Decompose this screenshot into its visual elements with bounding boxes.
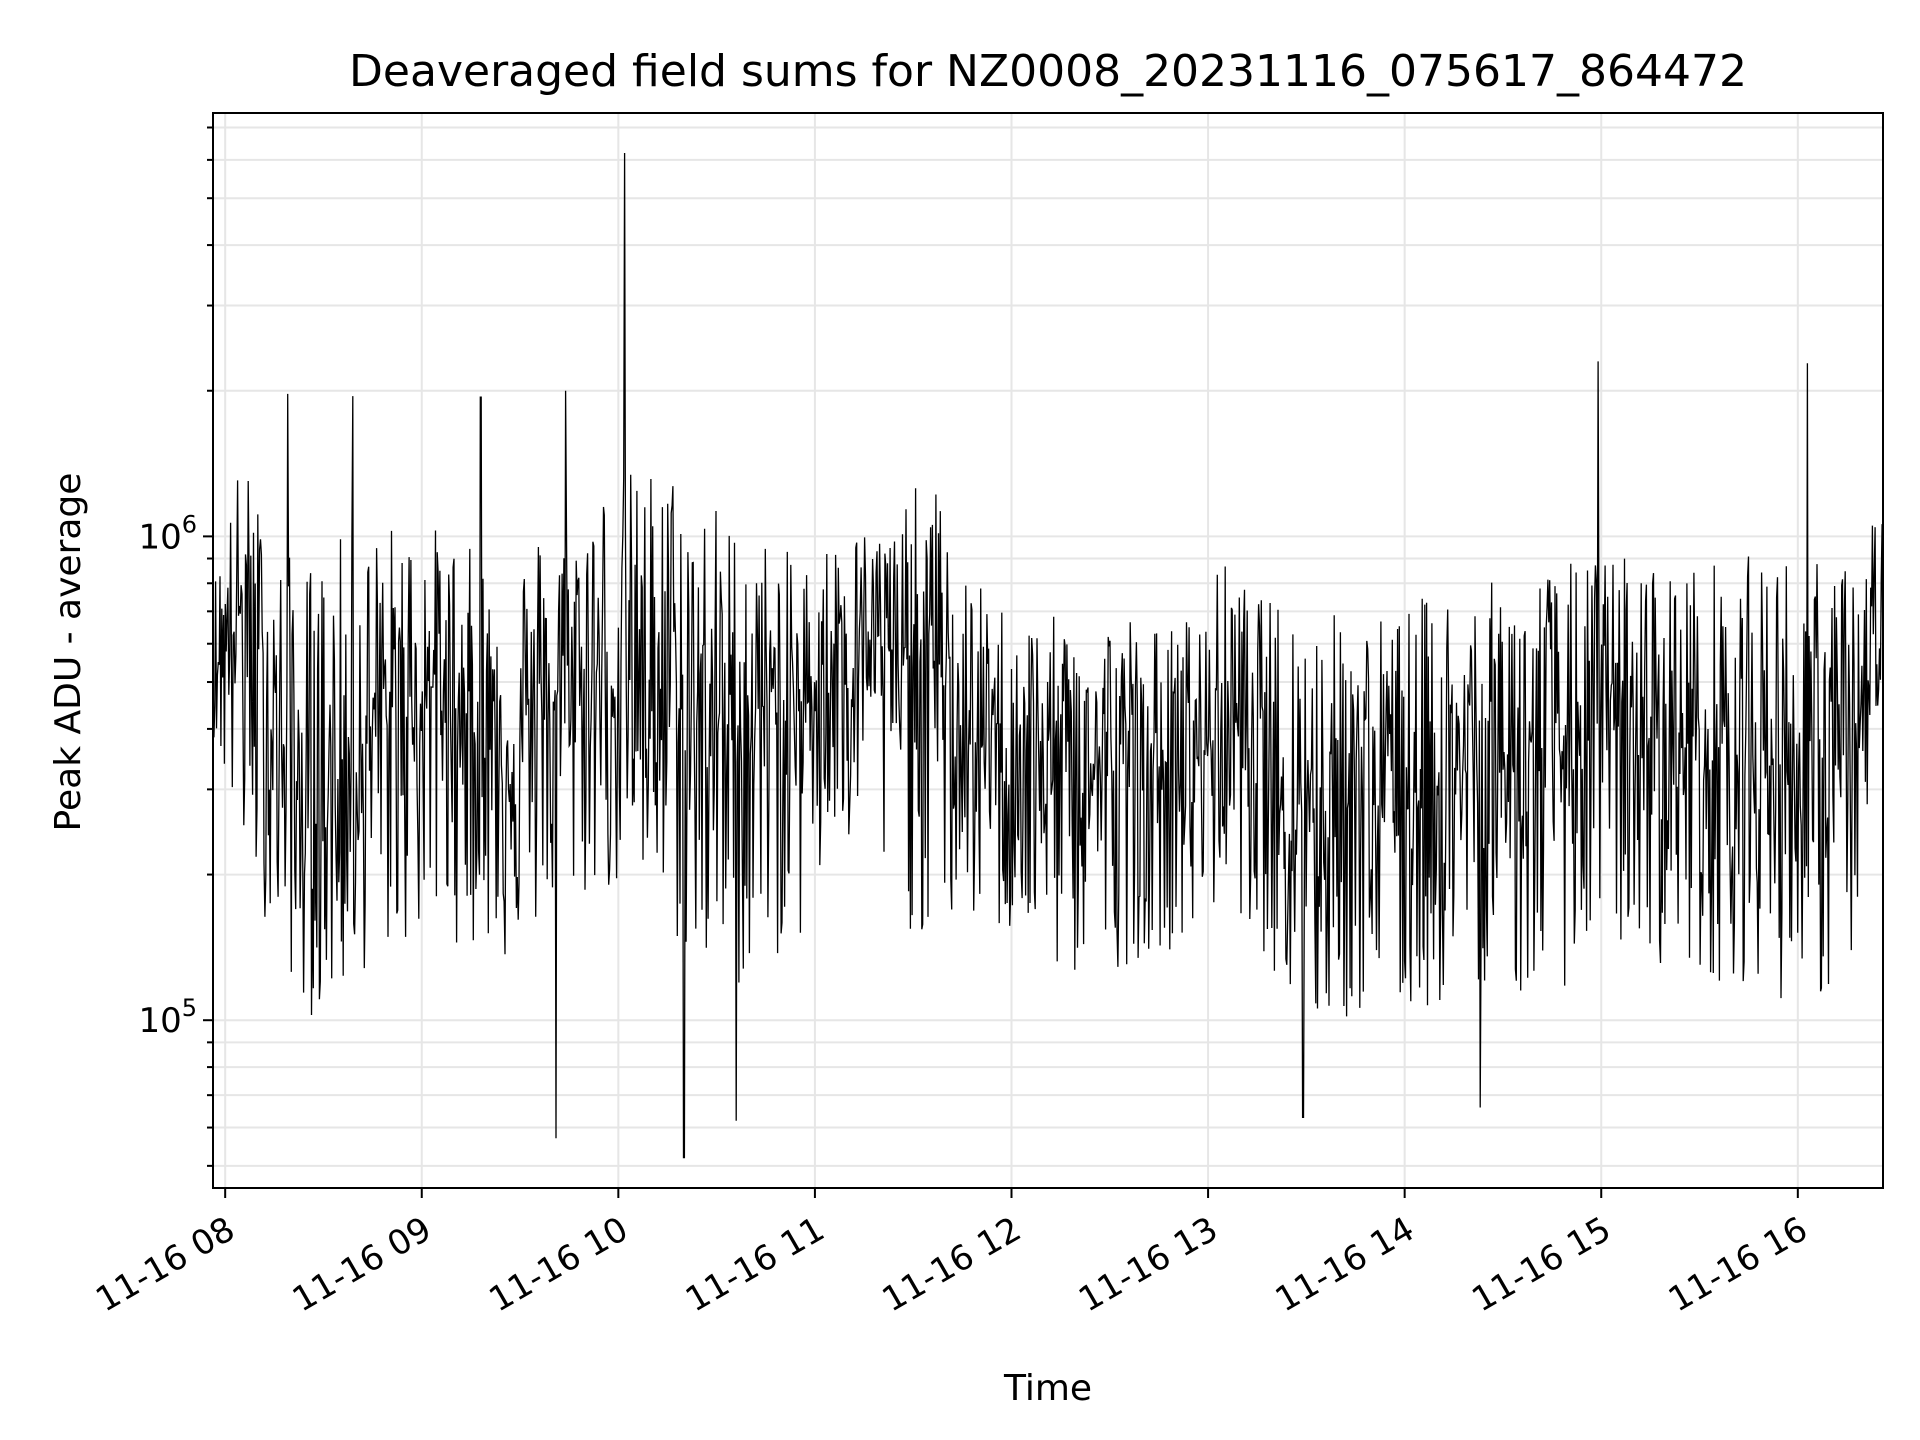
y-tick-exponent: 6	[182, 510, 197, 538]
y-tick-base: 10	[138, 517, 181, 557]
x-axis-label: Time	[1003, 1368, 1092, 1409]
y-axis-label: Peak ADU - average	[48, 473, 89, 832]
y-tick-base: 10	[138, 1001, 181, 1041]
y-tick-exponent: 5	[182, 994, 197, 1022]
y-tick-label: 105	[138, 994, 197, 1041]
y-tick-label: 106	[138, 510, 197, 557]
series-line	[213, 152, 1883, 1159]
series-layer	[213, 152, 1883, 1159]
chart-title: Deaveraged field sums for NZ0008_2023111…	[349, 46, 1747, 97]
plot-frame	[212, 112, 1884, 1189]
grid	[213, 113, 1883, 1188]
